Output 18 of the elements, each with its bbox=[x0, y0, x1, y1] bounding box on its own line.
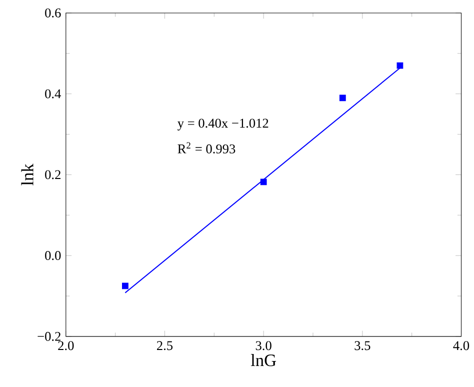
x-tick-label: 2.0 bbox=[58, 340, 74, 350]
point bbox=[122, 282, 128, 289]
point bbox=[396, 62, 404, 69]
y-tick-label: 0.0 bbox=[45, 250, 61, 260]
x-axis-title: lnG bbox=[250, 354, 276, 366]
y-tick-label: 0.4 bbox=[45, 89, 61, 98]
annotation: R$^{2}$ = 0.993 bbox=[178, 142, 236, 154]
y-tick-label: 0.2 bbox=[45, 170, 60, 180]
x-tick-label: 3.5 bbox=[354, 340, 370, 350]
annotation: y = 0.40x −1.012 bbox=[178, 118, 268, 130]
y-tick-label: 0.6 bbox=[45, 8, 61, 18]
x-tick-label: 2.5 bbox=[156, 340, 173, 350]
point bbox=[260, 178, 267, 186]
x-tick-label: 3.0 bbox=[256, 340, 272, 350]
point bbox=[339, 94, 346, 101]
y-tick-label: −0.2 bbox=[38, 332, 60, 341]
x-tick-label: 4.0 bbox=[453, 340, 470, 350]
y-axis-title: lnk bbox=[21, 163, 34, 186]
